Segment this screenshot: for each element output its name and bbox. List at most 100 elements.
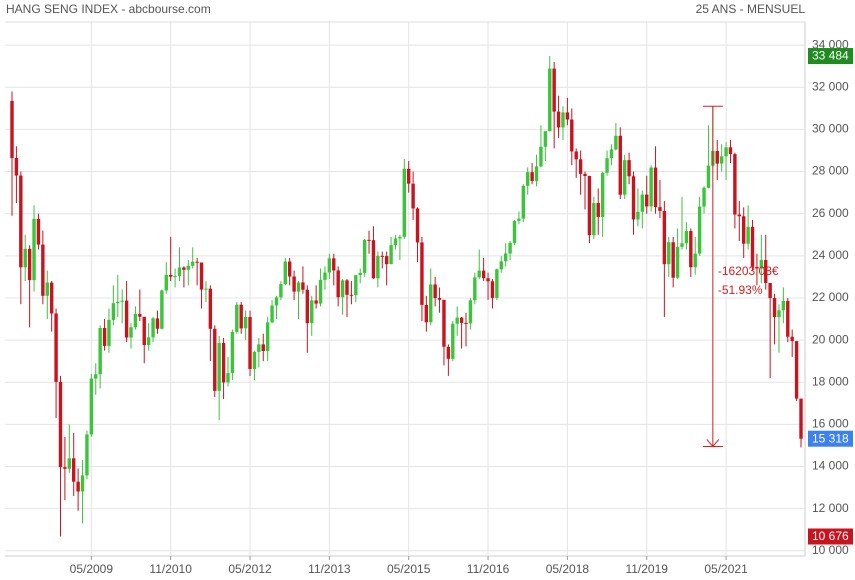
candle-body [746,226,750,244]
y-tick-label: 32 000 [812,79,849,93]
x-tick-label: 11/2016 [467,562,510,576]
candle-body [640,194,645,212]
candle-body [631,176,636,220]
candle-body [155,318,160,329]
candle-body [301,282,305,290]
candle-body [248,317,252,369]
x-tick-label: 11/2013 [308,562,351,576]
candle-body [539,146,543,167]
candle-body [728,147,733,155]
candle-body [455,317,459,324]
candle-body [481,270,486,279]
candle-body [618,135,622,195]
candle-body [750,226,755,267]
candle-body [252,351,257,369]
candle-body [265,322,270,351]
y-tick-label: 18 000 [812,374,849,388]
candle-body [102,328,107,346]
candle-body [614,135,618,150]
y-tick-label: 22 000 [812,290,849,304]
candle-body [534,166,539,181]
candle-body [54,313,58,382]
candle-body [191,261,195,266]
candle-body [36,218,41,245]
candle-body [243,317,248,329]
candle-body [230,331,235,374]
x-tick-label: 11/2019 [625,562,668,576]
candle-body [19,175,23,268]
candle-body [142,316,146,346]
price-badge [808,528,853,545]
candle-body [490,281,495,298]
candle-body [133,313,138,328]
candle-body [583,173,587,177]
candle-body [393,238,398,246]
candle-body [653,167,658,208]
candle-body [658,207,662,211]
candle-body [310,300,314,324]
y-tick-label: 30 000 [812,122,849,136]
candle-body [287,261,292,277]
y-tick-label: 34 000 [812,37,849,51]
y-tick-label: 12 000 [812,501,849,515]
candle-body [512,220,517,243]
candle-body [578,159,583,174]
grid [5,22,805,556]
x-tick-label: 05/2018 [546,562,590,576]
candle-body [67,458,72,469]
candle-body [781,300,786,311]
candle-body [415,208,420,243]
x-tick-label: 05/2012 [228,562,272,576]
candle-body [32,218,36,281]
x-tick-label: 05/2009 [70,562,114,576]
candle-body [741,216,746,244]
candle-body [596,203,600,217]
measure-label: -51.93% [718,283,763,297]
price-badge [808,48,853,65]
candle-body [548,68,552,132]
candle-body [199,262,204,290]
candle-body [768,282,772,299]
y-tick-label: 20 000 [812,332,849,346]
candle-body [689,231,693,268]
candle-body [116,301,120,304]
candle-body [574,151,578,160]
candle-body [314,300,318,304]
candle-body [186,265,191,270]
candle-body [305,289,310,324]
candle-body [543,131,548,147]
candle-body [14,158,19,176]
measure-arrow [706,439,720,448]
candle-body [697,206,702,254]
candle-body [23,248,27,268]
candle-body [702,187,706,207]
candle-body [719,156,724,164]
candle-body [790,336,794,342]
candle-body [552,68,556,112]
candle-body [98,328,102,375]
chart-subtitle: 25 ANS - MENSUEL [696,2,806,16]
y-tick-label: 28 000 [812,164,849,178]
x-tick-label: 11/2010 [149,562,192,576]
candle-body [786,300,790,337]
candle-body [486,278,490,282]
candle-body [561,112,565,128]
candle-body [10,100,14,159]
candle-body [508,242,512,254]
candle-body [477,270,481,278]
candle-body [76,481,80,492]
candle-body [600,172,605,217]
candle-body [671,242,675,278]
candle-body [358,272,362,276]
candle-body [411,183,415,209]
candle-body [521,185,526,219]
candle-body [221,342,226,383]
candle-body [402,168,406,237]
candle-body [283,261,287,285]
candle-body [177,267,182,277]
candle-body [565,112,570,120]
candle-body [345,280,349,295]
candle-body [274,297,279,306]
candle-body [772,298,777,318]
